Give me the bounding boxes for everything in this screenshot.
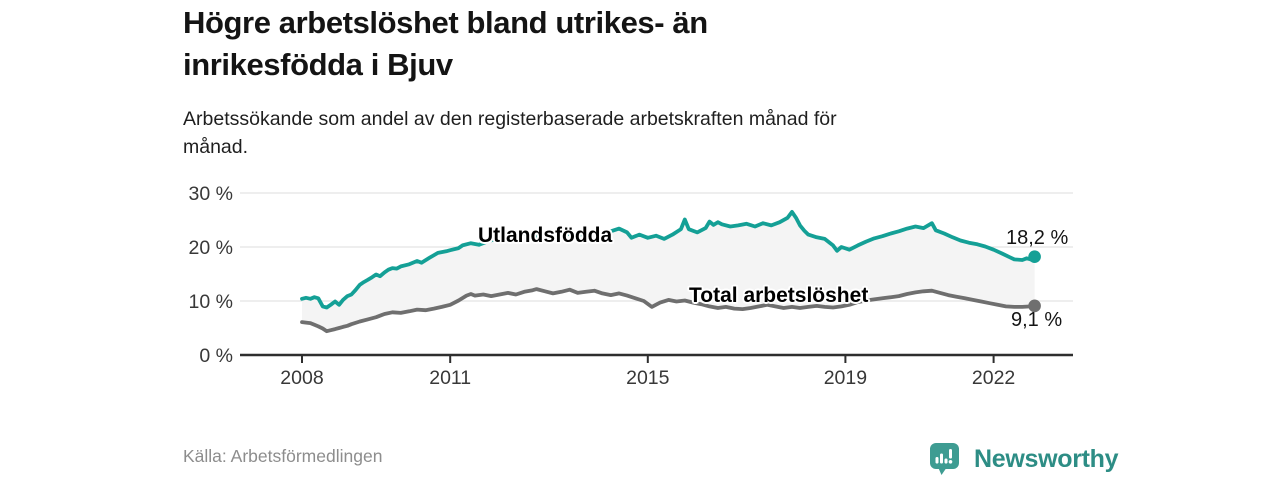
page-subtitle: Arbetssökande som andel av den registerb… bbox=[183, 105, 963, 161]
newsworthy-wordmark: Newsworthy bbox=[974, 444, 1119, 473]
page-title: Högre arbetslöshet bland utrikes- än inri… bbox=[183, 2, 963, 86]
between-series-fill bbox=[302, 211, 1035, 332]
series-label-total-arbetsloshet: Total arbetslöshet bbox=[689, 284, 869, 307]
series-line-utlandsfodda bbox=[300, 209, 1037, 310]
title-line-2: inrikesfödda i Bjuv bbox=[183, 47, 453, 82]
newsworthy-brand: Newsworthy bbox=[928, 440, 1119, 478]
series-line-total-arbetsloshet bbox=[300, 287, 1037, 334]
end-value-label-total: 9,1 % bbox=[1011, 309, 1063, 331]
y-tick-label: 30 % bbox=[189, 183, 233, 205]
x-tick-label: 2008 bbox=[280, 367, 323, 389]
x-tick-label: 2019 bbox=[824, 367, 867, 389]
source-attribution: Källa: Arbetsförmedlingen bbox=[183, 446, 383, 466]
y-tick-label: 20 % bbox=[189, 237, 233, 259]
series-label-utlandsfodda: Utlandsfödda bbox=[478, 224, 613, 247]
newsworthy-logo-icon bbox=[930, 443, 959, 475]
series-end-dot-total-arbetsloshet bbox=[1028, 299, 1041, 313]
y-tick-label: 0 % bbox=[199, 345, 233, 367]
x-tick-label: 2015 bbox=[626, 367, 670, 389]
subtitle-line-2: månad. bbox=[183, 136, 249, 158]
x-tick-label: 2011 bbox=[429, 367, 471, 389]
x-tick-label: 2022 bbox=[972, 367, 1015, 389]
end-value-label-utlandsfodda: 18,2 % bbox=[1006, 227, 1069, 249]
title-line-1: Högre arbetslöshet bland utrikes- än bbox=[183, 5, 708, 40]
subtitle-line-1: Arbetssökande som andel av den registerb… bbox=[183, 108, 837, 130]
series-end-dot-utlandsfodda bbox=[1028, 250, 1041, 264]
y-tick-label: 10 % bbox=[189, 291, 233, 313]
